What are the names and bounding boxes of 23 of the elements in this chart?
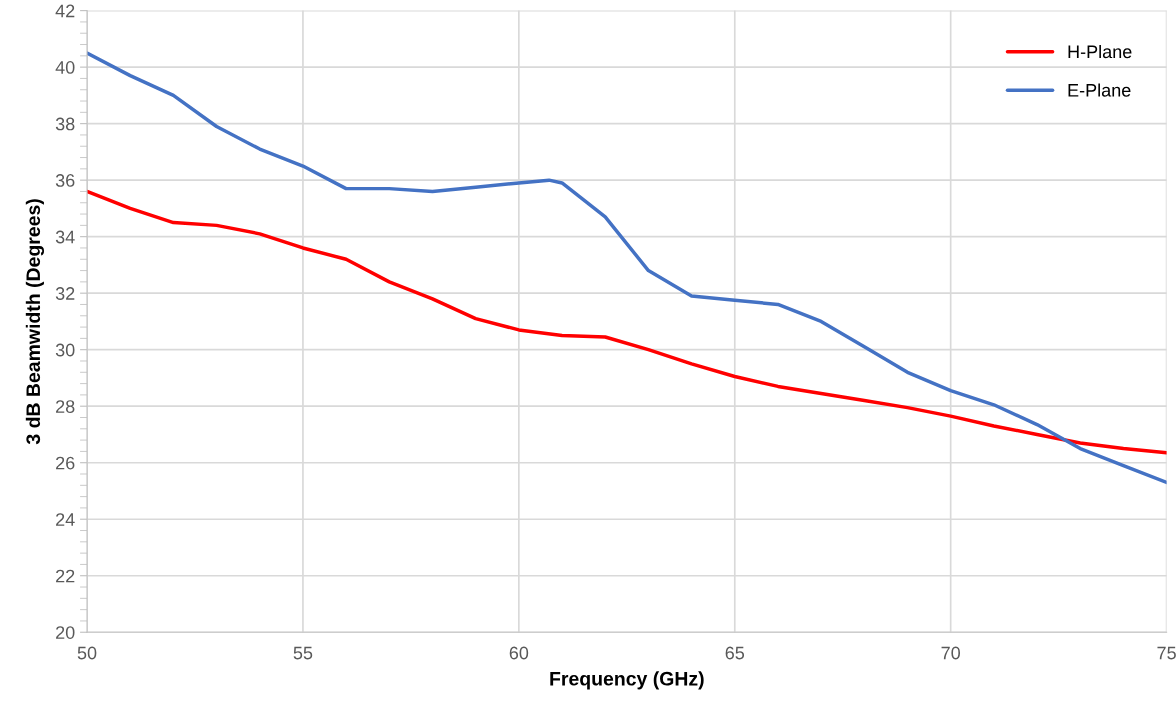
- x-tick-label: 65: [725, 646, 745, 660]
- y-tick-label: 40: [55, 61, 75, 74]
- y-tick-label: 30: [55, 343, 75, 357]
- y-tick-label: 36: [55, 174, 75, 187]
- x-tick-label: 50: [77, 646, 97, 660]
- x-axis-title: Frequency (GHz): [550, 671, 704, 690]
- x-tick-label: 55: [293, 646, 313, 660]
- line-series: [87, 189, 1167, 455]
- legend-label: E-Plane: [1068, 83, 1131, 97]
- y-tick-label: 26: [56, 456, 75, 470]
- x-tick-label: 75: [1157, 646, 1176, 660]
- x-tick-label: 60: [509, 646, 529, 660]
- y-tick-label: 42: [55, 4, 75, 18]
- y-tick-label: 38: [55, 117, 75, 131]
- y-tick-label: 28: [56, 400, 75, 413]
- y-axis-title: 3 dB Beamwidth (Degrees): [25, 199, 45, 445]
- x-tick-label: 70: [941, 646, 961, 660]
- y-tick-label: 24: [56, 513, 75, 526]
- legend-label: H-Plane: [1068, 44, 1132, 59]
- y-tick-label: 32: [55, 287, 75, 300]
- y-tick-label: 34: [55, 230, 75, 244]
- y-tick-label: 20: [56, 626, 75, 639]
- y-tick-label: 22: [56, 569, 75, 583]
